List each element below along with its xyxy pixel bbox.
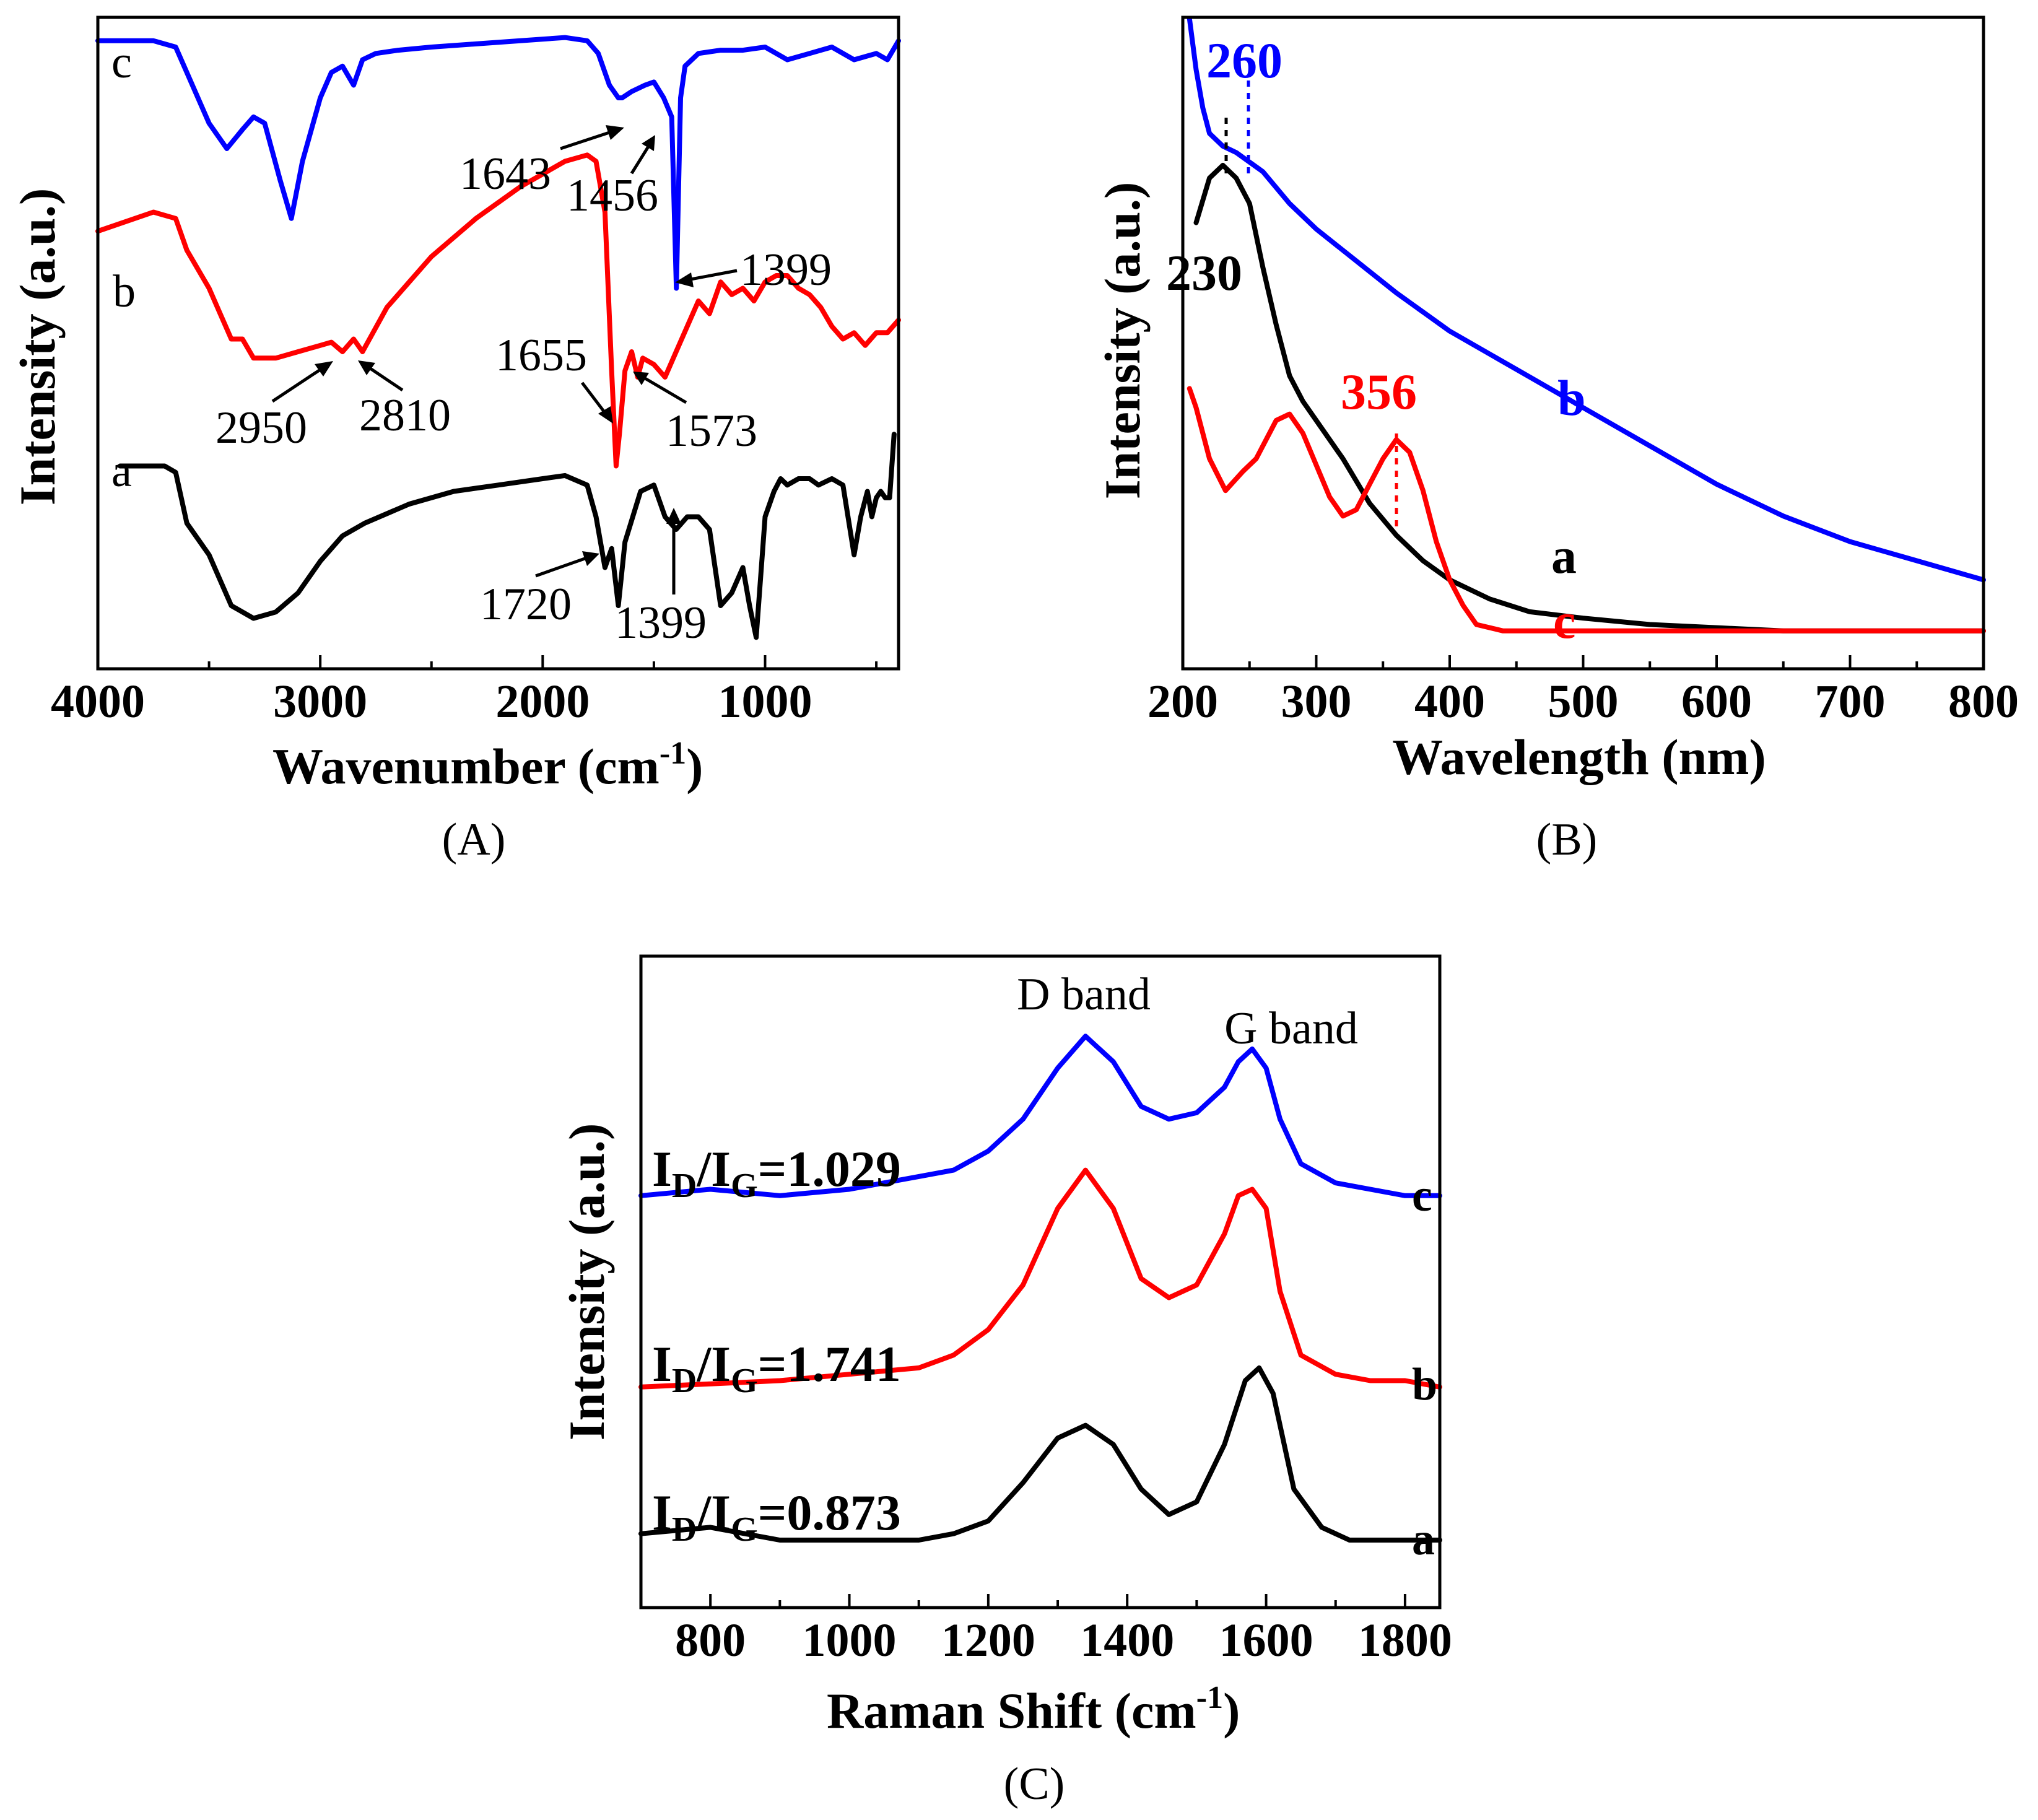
x-tick-label: 300 xyxy=(1281,676,1352,728)
annotation-arrow-2950 xyxy=(271,367,323,403)
panel-b-series-a xyxy=(1193,162,1986,634)
x-tick-label: 700 xyxy=(1815,676,1886,728)
panel-b-series-label-b: b xyxy=(1557,370,1586,426)
panel-a-series-label-a: a xyxy=(111,446,132,497)
annotation-1399-a: 1399 xyxy=(615,598,707,648)
x-tick-label: 1000 xyxy=(718,676,812,728)
x-tick-label: 400 xyxy=(1414,676,1485,728)
arrowhead-1456 xyxy=(642,135,655,151)
x-tick-label: 1400 xyxy=(1080,1614,1174,1666)
panel-a-series-c xyxy=(95,35,901,291)
panel-c-series-label-b: b xyxy=(1412,1359,1437,1410)
x-tick-label: 1600 xyxy=(1219,1614,1313,1666)
annotation-1456: 1456 xyxy=(567,170,658,221)
annotation-2950: 2950 xyxy=(216,403,307,453)
annotation-1573: 1573 xyxy=(666,406,757,456)
arrowhead-1573 xyxy=(633,372,649,385)
x-tick-label: 1200 xyxy=(941,1614,1035,1666)
panel-b-series-label-a: a xyxy=(1551,528,1577,584)
arrowhead-1643 xyxy=(606,125,624,140)
panel-c-series-b xyxy=(638,1167,1442,1390)
annotation-1399-c: 1399 xyxy=(740,245,832,295)
panel-a-series-label-c: c xyxy=(111,37,132,88)
ratio-label-c: ID/IG=1.029 xyxy=(652,1141,901,1205)
annotation-1643: 1643 xyxy=(459,149,551,199)
panel-a-series-label-b: b xyxy=(113,266,136,317)
x-tick-label: 1800 xyxy=(1358,1614,1452,1666)
panel-b-x-axis-label: Wavelength (nm) xyxy=(1392,729,1766,785)
arrowhead-1399-a xyxy=(666,508,681,524)
panel-c-series-label-a: a xyxy=(1412,1514,1435,1565)
ratio-label-a: ID/IG=0.873 xyxy=(652,1484,901,1549)
x-tick-label: 2000 xyxy=(495,676,590,728)
annotation-356: 356 xyxy=(1341,364,1417,420)
x-tick-label: 200 xyxy=(1147,676,1218,728)
band-label-g: G band xyxy=(1224,1003,1358,1054)
panel-a-series xyxy=(95,35,901,640)
x-tick-label: 800 xyxy=(675,1614,746,1666)
panel-a: 4000 3000 2000 1000 c b a 1643 1456 1399 29… xyxy=(9,15,901,865)
panel-a-x-axis-label: Wavenumber (cm-1) xyxy=(272,736,703,795)
x-tick-label: 4000 xyxy=(51,676,145,728)
annotation-arrow-1573 xyxy=(643,376,687,404)
annotation-2810: 2810 xyxy=(359,390,451,441)
panel-a-series-a xyxy=(117,432,897,640)
annotation-1655: 1655 xyxy=(495,330,587,381)
arrowhead-2810 xyxy=(358,360,375,375)
panel-b-y-axis-label: Intensity (a.u.) xyxy=(1094,182,1151,500)
annotation-arrow-1643 xyxy=(560,129,614,150)
panel-b-caption: (B) xyxy=(1536,814,1598,865)
panel-a-frame xyxy=(96,15,900,671)
panel-c-ticks: 800 1000 1200 1400 1600 1800 xyxy=(640,1594,1452,1666)
panel-a-caption: (A) xyxy=(442,814,506,865)
band-label-d: D band xyxy=(1017,969,1151,1020)
annotation-arrow-1655 xyxy=(581,381,607,415)
panel-c: 800 1000 1200 1400 1600 1800 D band G band ID… xyxy=(559,954,1452,1809)
panel-c-series-label-c: c xyxy=(1412,1170,1432,1221)
annotation-260: 260 xyxy=(1206,32,1282,89)
panel-b-series-c xyxy=(1187,386,1986,634)
panel-c-series xyxy=(638,1034,1442,1543)
x-tick-label: 3000 xyxy=(273,676,367,728)
panel-b: 200 300 400 500 600 700 800 260 230 356 a b c … xyxy=(1094,15,2019,865)
panel-c-frame xyxy=(639,954,1442,1609)
panel-c-series-c xyxy=(638,1034,1442,1198)
annotation-arrow-1399-c xyxy=(687,269,738,282)
arrowhead-1720 xyxy=(582,551,599,566)
panel-b-series-b xyxy=(1187,16,1986,583)
annotation-230: 230 xyxy=(1166,245,1242,301)
panel-c-y-axis-label: Intensity (a.u.) xyxy=(559,1123,615,1441)
panel-b-series-label-c: c xyxy=(1553,593,1575,649)
panel-b-frame xyxy=(1181,15,1985,671)
arrowhead-2950 xyxy=(315,361,333,377)
panel-a-series-b xyxy=(95,152,901,469)
x-tick-label: 800 xyxy=(1948,676,2019,728)
panel-a-ticks: 4000 3000 2000 1000 xyxy=(51,655,878,728)
panel-b-series xyxy=(1187,16,1986,634)
annotation-arrow-1456 xyxy=(630,144,651,175)
annotation-arrow-2810 xyxy=(367,365,404,392)
panel-b-ticks: 200 300 400 500 600 700 800 xyxy=(1147,655,2019,728)
x-tick-label: 600 xyxy=(1681,676,1752,728)
annotation-arrow-1720 xyxy=(535,555,589,578)
arrowhead-1399-c xyxy=(675,272,694,287)
annotation-1720: 1720 xyxy=(480,579,572,630)
arrowhead-1655 xyxy=(598,406,613,424)
panel-a-y-axis-label: Intensity (a.u.) xyxy=(9,188,66,506)
panel-c-series-a xyxy=(638,1365,1442,1543)
x-tick-label: 500 xyxy=(1548,676,1619,728)
ratio-label-b: ID/IG=1.741 xyxy=(652,1336,901,1400)
panel-c-x-axis-label: Raman Shift (cm-1) xyxy=(827,1680,1240,1739)
x-tick-label: 1000 xyxy=(803,1614,897,1666)
panel-c-caption: (C) xyxy=(1004,1759,1065,1809)
